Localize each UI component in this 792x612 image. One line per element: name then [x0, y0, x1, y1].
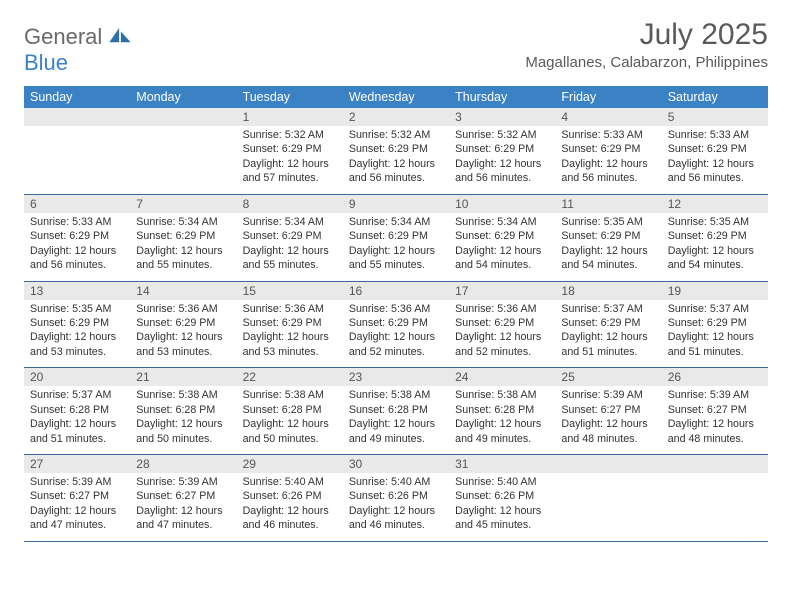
day-number: 19: [662, 281, 768, 300]
day-number: 30: [343, 455, 449, 474]
day-cell: [130, 126, 236, 194]
day-cell: Sunrise: 5:34 AMSunset: 6:29 PMDaylight:…: [449, 213, 555, 281]
day-number: 24: [449, 368, 555, 387]
logo-word-blue: Blue: [24, 50, 68, 75]
brand-logo: General Blue: [24, 18, 131, 76]
day-number: 3: [449, 108, 555, 126]
page-title: July 2025: [525, 18, 768, 52]
day-cell: Sunrise: 5:40 AMSunset: 6:26 PMDaylight:…: [449, 473, 555, 541]
day-number: 4: [555, 108, 661, 126]
day-content-row: Sunrise: 5:32 AMSunset: 6:29 PMDaylight:…: [24, 126, 768, 194]
day-cell: Sunrise: 5:39 AMSunset: 6:27 PMDaylight:…: [662, 386, 768, 454]
day-number: 16: [343, 281, 449, 300]
day-number: [555, 455, 661, 474]
sail-icon: [109, 28, 131, 44]
day-number: 6: [24, 194, 130, 213]
day-content-row: Sunrise: 5:35 AMSunset: 6:29 PMDaylight:…: [24, 300, 768, 368]
day-content-row: Sunrise: 5:33 AMSunset: 6:29 PMDaylight:…: [24, 213, 768, 281]
day-number: 5: [662, 108, 768, 126]
day-cell: Sunrise: 5:35 AMSunset: 6:29 PMDaylight:…: [555, 213, 661, 281]
day-number: 23: [343, 368, 449, 387]
day-cell: Sunrise: 5:38 AMSunset: 6:28 PMDaylight:…: [237, 386, 343, 454]
logo-text: General Blue: [24, 24, 131, 76]
calendar-body: 12345Sunrise: 5:32 AMSunset: 6:29 PMDayl…: [24, 108, 768, 541]
day-cell: Sunrise: 5:34 AMSunset: 6:29 PMDaylight:…: [237, 213, 343, 281]
day-cell: Sunrise: 5:39 AMSunset: 6:27 PMDaylight:…: [555, 386, 661, 454]
day-number: 28: [130, 455, 236, 474]
day-number-row: 12345: [24, 108, 768, 126]
day-cell: Sunrise: 5:34 AMSunset: 6:29 PMDaylight:…: [343, 213, 449, 281]
day-cell: Sunrise: 5:36 AMSunset: 6:29 PMDaylight:…: [343, 300, 449, 368]
day-cell: Sunrise: 5:37 AMSunset: 6:28 PMDaylight:…: [24, 386, 130, 454]
weekday-header: Wednesday: [343, 86, 449, 108]
day-cell: [662, 473, 768, 541]
day-cell: Sunrise: 5:36 AMSunset: 6:29 PMDaylight:…: [449, 300, 555, 368]
day-cell: Sunrise: 5:33 AMSunset: 6:29 PMDaylight:…: [24, 213, 130, 281]
day-number: 22: [237, 368, 343, 387]
weekday-header: Saturday: [662, 86, 768, 108]
day-cell: Sunrise: 5:32 AMSunset: 6:29 PMDaylight:…: [343, 126, 449, 194]
weekday-header: Friday: [555, 86, 661, 108]
day-number-row: 6789101112: [24, 194, 768, 213]
weekday-header: Monday: [130, 86, 236, 108]
day-content-row: Sunrise: 5:39 AMSunset: 6:27 PMDaylight:…: [24, 473, 768, 541]
day-number: 21: [130, 368, 236, 387]
day-cell: Sunrise: 5:38 AMSunset: 6:28 PMDaylight:…: [449, 386, 555, 454]
day-number: 20: [24, 368, 130, 387]
day-cell: Sunrise: 5:33 AMSunset: 6:29 PMDaylight:…: [555, 126, 661, 194]
day-number: 15: [237, 281, 343, 300]
day-number: 14: [130, 281, 236, 300]
day-number: 7: [130, 194, 236, 213]
day-cell: Sunrise: 5:40 AMSunset: 6:26 PMDaylight:…: [343, 473, 449, 541]
day-number: 31: [449, 455, 555, 474]
day-number: 1: [237, 108, 343, 126]
day-cell: Sunrise: 5:34 AMSunset: 6:29 PMDaylight:…: [130, 213, 236, 281]
day-cell: Sunrise: 5:32 AMSunset: 6:29 PMDaylight:…: [237, 126, 343, 194]
day-cell: Sunrise: 5:39 AMSunset: 6:27 PMDaylight:…: [130, 473, 236, 541]
day-number: 25: [555, 368, 661, 387]
day-cell: Sunrise: 5:38 AMSunset: 6:28 PMDaylight:…: [130, 386, 236, 454]
day-number: 9: [343, 194, 449, 213]
day-number: 2: [343, 108, 449, 126]
day-cell: Sunrise: 5:38 AMSunset: 6:28 PMDaylight:…: [343, 386, 449, 454]
calendar-table: Sunday Monday Tuesday Wednesday Thursday…: [24, 86, 768, 542]
day-number: 27: [24, 455, 130, 474]
day-cell: Sunrise: 5:39 AMSunset: 6:27 PMDaylight:…: [24, 473, 130, 541]
day-cell: Sunrise: 5:40 AMSunset: 6:26 PMDaylight:…: [237, 473, 343, 541]
day-number: [24, 108, 130, 126]
day-cell: Sunrise: 5:35 AMSunset: 6:29 PMDaylight:…: [662, 213, 768, 281]
day-cell: Sunrise: 5:32 AMSunset: 6:29 PMDaylight:…: [449, 126, 555, 194]
day-number: [662, 455, 768, 474]
day-number: [130, 108, 236, 126]
weekday-header: Tuesday: [237, 86, 343, 108]
weekday-header-row: Sunday Monday Tuesday Wednesday Thursday…: [24, 86, 768, 108]
day-cell: Sunrise: 5:37 AMSunset: 6:29 PMDaylight:…: [555, 300, 661, 368]
day-number: 13: [24, 281, 130, 300]
day-cell: Sunrise: 5:37 AMSunset: 6:29 PMDaylight:…: [662, 300, 768, 368]
day-cell: Sunrise: 5:33 AMSunset: 6:29 PMDaylight:…: [662, 126, 768, 194]
day-content-row: Sunrise: 5:37 AMSunset: 6:28 PMDaylight:…: [24, 386, 768, 454]
day-number: 11: [555, 194, 661, 213]
day-cell: [24, 126, 130, 194]
day-cell: Sunrise: 5:36 AMSunset: 6:29 PMDaylight:…: [130, 300, 236, 368]
weekday-header: Thursday: [449, 86, 555, 108]
day-cell: Sunrise: 5:36 AMSunset: 6:29 PMDaylight:…: [237, 300, 343, 368]
day-number: 18: [555, 281, 661, 300]
day-number: 26: [662, 368, 768, 387]
day-number: 29: [237, 455, 343, 474]
title-block: July 2025 Magallanes, Calabarzon, Philip…: [525, 18, 768, 71]
location-subtitle: Magallanes, Calabarzon, Philippines: [525, 54, 768, 71]
logo-word-general: General: [24, 24, 102, 49]
day-number: 12: [662, 194, 768, 213]
day-cell: [555, 473, 661, 541]
day-cell: Sunrise: 5:35 AMSunset: 6:29 PMDaylight:…: [24, 300, 130, 368]
day-number-row: 20212223242526: [24, 368, 768, 387]
day-number: 10: [449, 194, 555, 213]
day-number-row: 2728293031: [24, 455, 768, 474]
day-number-row: 13141516171819: [24, 281, 768, 300]
weekday-header: Sunday: [24, 86, 130, 108]
day-number: 8: [237, 194, 343, 213]
day-number: 17: [449, 281, 555, 300]
header: General Blue July 2025 Magallanes, Calab…: [24, 18, 768, 76]
